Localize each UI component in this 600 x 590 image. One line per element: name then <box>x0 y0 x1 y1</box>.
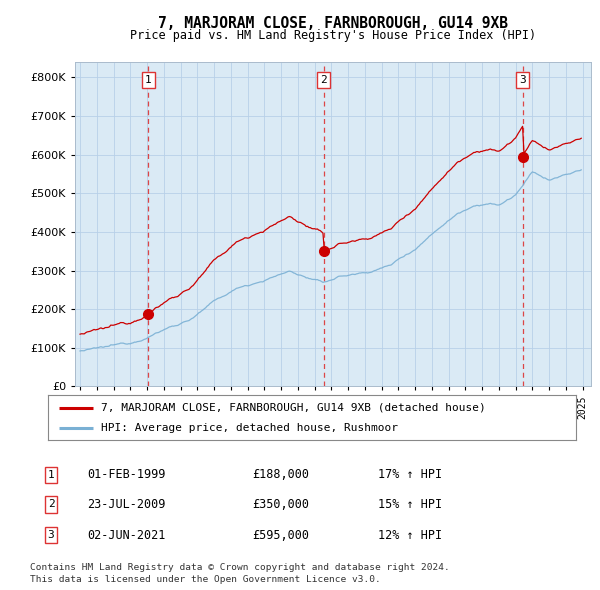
Text: 15% ↑ HPI: 15% ↑ HPI <box>378 498 442 511</box>
Text: £595,000: £595,000 <box>252 529 309 542</box>
Text: 3: 3 <box>519 75 526 85</box>
Text: HPI: Average price, detached house, Rushmoor: HPI: Average price, detached house, Rush… <box>101 424 398 434</box>
Text: 1: 1 <box>47 470 55 480</box>
Text: Price paid vs. HM Land Registry's House Price Index (HPI): Price paid vs. HM Land Registry's House … <box>130 29 536 42</box>
Text: 17% ↑ HPI: 17% ↑ HPI <box>378 468 442 481</box>
Text: 3: 3 <box>47 530 55 540</box>
Text: Contains HM Land Registry data © Crown copyright and database right 2024.: Contains HM Land Registry data © Crown c… <box>30 563 450 572</box>
Text: This data is licensed under the Open Government Licence v3.0.: This data is licensed under the Open Gov… <box>30 575 381 584</box>
Text: 01-FEB-1999: 01-FEB-1999 <box>87 468 166 481</box>
Text: 2: 2 <box>320 75 327 85</box>
Text: £188,000: £188,000 <box>252 468 309 481</box>
Text: 1: 1 <box>145 75 152 85</box>
Text: 23-JUL-2009: 23-JUL-2009 <box>87 498 166 511</box>
Text: 7, MARJORAM CLOSE, FARNBOROUGH, GU14 9XB: 7, MARJORAM CLOSE, FARNBOROUGH, GU14 9XB <box>158 16 508 31</box>
Text: £350,000: £350,000 <box>252 498 309 511</box>
Text: 7, MARJORAM CLOSE, FARNBOROUGH, GU14 9XB (detached house): 7, MARJORAM CLOSE, FARNBOROUGH, GU14 9XB… <box>101 403 485 412</box>
Text: 02-JUN-2021: 02-JUN-2021 <box>87 529 166 542</box>
Text: 12% ↑ HPI: 12% ↑ HPI <box>378 529 442 542</box>
Text: 2: 2 <box>47 500 55 509</box>
